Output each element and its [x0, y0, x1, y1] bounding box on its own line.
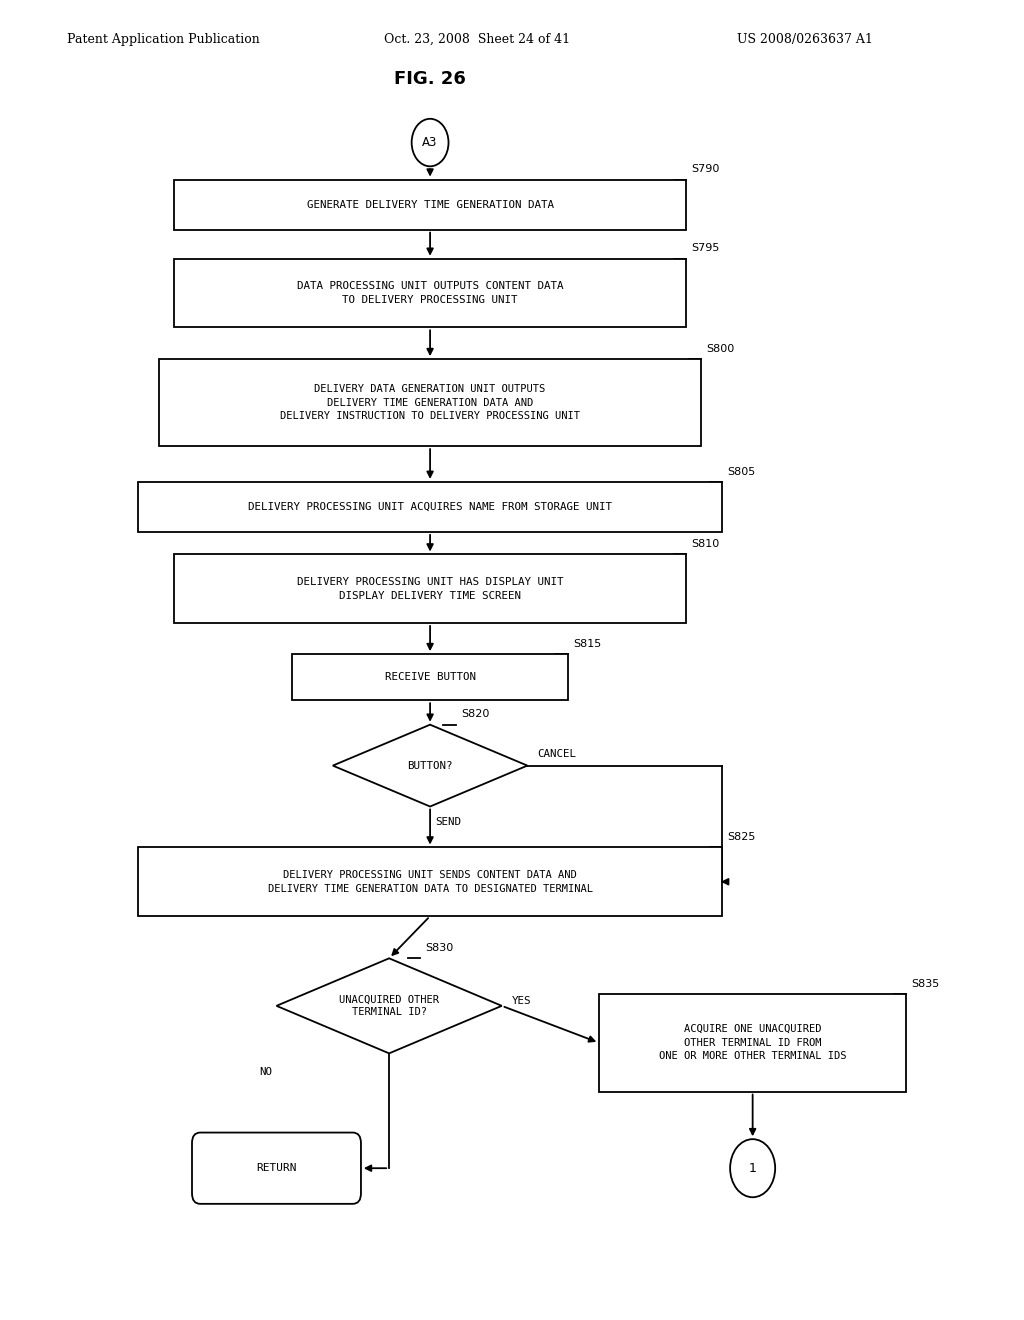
Bar	[174, 554, 686, 623]
Circle shape	[730, 1139, 775, 1197]
Text: S810: S810	[691, 539, 720, 549]
Bar	[599, 994, 906, 1092]
Text: 1: 1	[749, 1162, 757, 1175]
Text: Oct. 23, 2008  Sheet 24 of 41: Oct. 23, 2008 Sheet 24 of 41	[384, 33, 570, 46]
Text: S815: S815	[573, 639, 602, 649]
Text: DATA PROCESSING UNIT OUTPUTS CONTENT DATA
TO DELIVERY PROCESSING UNIT: DATA PROCESSING UNIT OUTPUTS CONTENT DAT…	[297, 281, 563, 305]
FancyBboxPatch shape	[193, 1133, 361, 1204]
Text: S795: S795	[691, 243, 720, 253]
Text: S805: S805	[727, 466, 756, 477]
Text: SEND: SEND	[435, 817, 461, 828]
Text: CANCEL: CANCEL	[538, 748, 577, 759]
Polygon shape	[276, 958, 502, 1053]
Text: S825: S825	[727, 832, 756, 842]
Text: RETURN: RETURN	[256, 1163, 297, 1173]
Text: DELIVERY PROCESSING UNIT HAS DISPLAY UNIT
DISPLAY DELIVERY TIME SCREEN: DELIVERY PROCESSING UNIT HAS DISPLAY UNI…	[297, 577, 563, 601]
Text: RECEIVE BUTTON: RECEIVE BUTTON	[385, 672, 475, 682]
Text: FIG. 26: FIG. 26	[394, 70, 466, 88]
Text: ACQUIRE ONE UNACQUIRED
OTHER TERMINAL ID FROM
ONE OR MORE OTHER TERMINAL IDS: ACQUIRE ONE UNACQUIRED OTHER TERMINAL ID…	[658, 1024, 847, 1061]
Text: NO: NO	[260, 1067, 272, 1077]
Bar	[174, 259, 686, 327]
Text: S800: S800	[707, 343, 735, 354]
Text: S790: S790	[691, 164, 720, 174]
Text: BUTTON?: BUTTON?	[408, 760, 453, 771]
Text: S830: S830	[425, 942, 454, 953]
Bar	[174, 180, 686, 230]
Text: S835: S835	[911, 978, 940, 989]
Text: GENERATE DELIVERY TIME GENERATION DATA: GENERATE DELIVERY TIME GENERATION DATA	[306, 199, 554, 210]
Bar	[292, 655, 568, 700]
Polygon shape	[333, 725, 527, 807]
Text: Patent Application Publication: Patent Application Publication	[67, 33, 259, 46]
Text: A3: A3	[422, 136, 438, 149]
Bar	[138, 847, 722, 916]
Bar	[138, 482, 722, 532]
Text: US 2008/0263637 A1: US 2008/0263637 A1	[737, 33, 873, 46]
Text: YES: YES	[512, 995, 531, 1006]
Text: DELIVERY DATA GENERATION UNIT OUTPUTS
DELIVERY TIME GENERATION DATA AND
DELIVERY: DELIVERY DATA GENERATION UNIT OUTPUTS DE…	[281, 384, 580, 421]
Text: S820: S820	[461, 709, 489, 719]
Text: UNACQUIRED OTHER
TERMINAL ID?: UNACQUIRED OTHER TERMINAL ID?	[339, 994, 439, 1018]
Circle shape	[412, 119, 449, 166]
Text: DELIVERY PROCESSING UNIT ACQUIRES NAME FROM STORAGE UNIT: DELIVERY PROCESSING UNIT ACQUIRES NAME F…	[248, 502, 612, 512]
Bar	[159, 359, 701, 446]
Text: DELIVERY PROCESSING UNIT SENDS CONTENT DATA AND
DELIVERY TIME GENERATION DATA TO: DELIVERY PROCESSING UNIT SENDS CONTENT D…	[267, 870, 593, 894]
